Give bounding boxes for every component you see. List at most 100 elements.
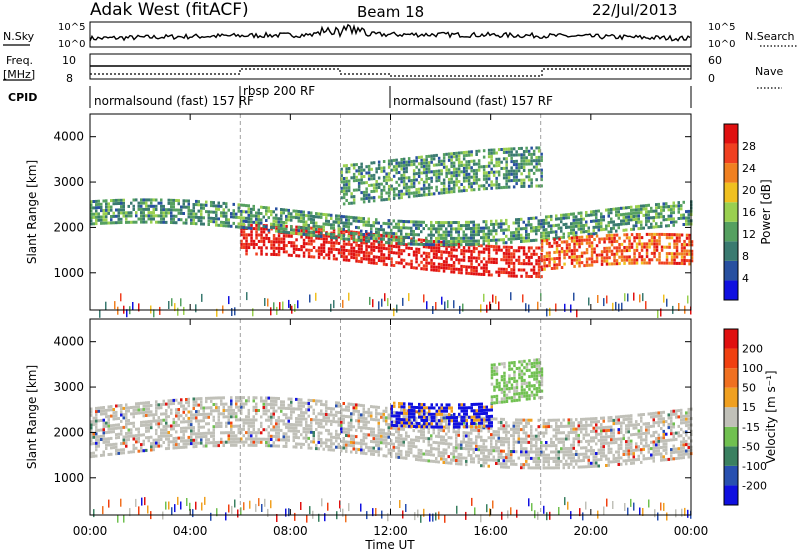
heatmap-cell [125, 217, 128, 221]
heatmap-cell [660, 261, 664, 265]
heatmap-cell [527, 220, 530, 224]
heatmap-cell [317, 434, 320, 438]
heatmap-cell [445, 247, 448, 251]
heatmap-cell [637, 220, 640, 224]
heatmap-cell [240, 418, 243, 422]
heatmap-cell [392, 238, 395, 242]
heatmap-cell [485, 445, 488, 449]
heatmap-cell [550, 257, 554, 261]
heatmap-cell [430, 170, 433, 174]
heatmap-cell [305, 439, 308, 443]
heatmap-cell [462, 303, 464, 312]
heatmap-cell [327, 432, 330, 436]
heatmap-cell [600, 212, 603, 216]
heatmap-cell [628, 258, 631, 262]
heatmap-cell [422, 168, 426, 171]
heatmap-cell [608, 237, 611, 241]
heatmap-cell [580, 235, 584, 239]
heatmap-cell [441, 296, 443, 305]
heatmap-cell [610, 233, 614, 237]
heatmap-cell [570, 304, 572, 313]
heatmap-cell [317, 399, 320, 403]
heatmap-cell [550, 218, 553, 222]
heatmap-cell [580, 224, 583, 228]
heatmap-cell [340, 170, 343, 174]
heatmap-cell [355, 216, 358, 220]
heatmap-cell [202, 431, 205, 435]
heatmap-cell [472, 230, 475, 234]
heatmap-cell [225, 421, 228, 425]
heatmap-cell [425, 452, 428, 456]
heatmap-cell [590, 241, 594, 245]
heatmap-cell [407, 262, 411, 266]
heatmap-cell [640, 204, 643, 208]
heatmap-cell [465, 440, 468, 444]
heatmap-cell [352, 441, 355, 445]
heatmap-cell [332, 420, 335, 424]
heatmap-cell [222, 221, 225, 224]
heatmap-cell [400, 167, 403, 171]
heatmap-cell [215, 409, 218, 413]
heatmap-cell [420, 158, 423, 162]
heatmap-cell [395, 164, 398, 168]
heatmap-cell [525, 226, 528, 230]
heatmap-cell [422, 433, 425, 437]
heatmap-cell [225, 218, 228, 221]
heatmap-cell [315, 415, 318, 419]
heatmap-cell [450, 254, 453, 258]
heatmap-cell [475, 428, 478, 432]
heatmap-cell [507, 150, 511, 154]
heatmap-cell [152, 413, 155, 417]
heatmap-cell [487, 254, 491, 258]
heatmap-cell [267, 418, 270, 422]
heatmap-cell [405, 170, 408, 174]
heatmap-cell [540, 242, 544, 246]
heatmap-cell [347, 443, 350, 447]
heatmap-cell [377, 163, 381, 167]
heatmap-cell [282, 422, 285, 426]
heatmap-cell [332, 407, 335, 411]
heatmap-cell [420, 417, 423, 421]
heatmap-cell [465, 447, 468, 451]
heatmap-cell [467, 437, 470, 441]
heatmap-cell [152, 198, 155, 202]
heatmap-cell [317, 225, 320, 229]
heatmap-cell [90, 206, 93, 210]
heatmap-cell [360, 247, 363, 251]
heatmap-cell [202, 409, 205, 413]
heatmap-cell [590, 260, 594, 264]
heatmap-cell [572, 231, 575, 235]
heatmap-cell [365, 165, 368, 169]
heatmap-cell [582, 217, 585, 221]
heatmap-cell [590, 254, 594, 257]
heatmap-cell [265, 396, 268, 400]
heatmap-cell [100, 453, 103, 457]
heatmap-cell [670, 208, 673, 212]
heatmap-cell [585, 235, 589, 239]
heatmap-cell [685, 216, 688, 220]
heatmap-cell [477, 184, 481, 188]
heatmap-cell [660, 215, 663, 219]
heatmap-cell [365, 196, 368, 200]
heatmap-cell [217, 444, 220, 448]
heatmap-cell [357, 441, 360, 445]
heatmap-cell [502, 238, 505, 242]
heatmap-cell [387, 222, 390, 226]
heatmap-cell [365, 193, 368, 197]
heatmap-cell [312, 431, 315, 434]
heatmap-cell [520, 181, 523, 185]
heatmap-cell [372, 245, 376, 249]
heatmap-cell [287, 403, 290, 407]
heatmap-cell [182, 199, 185, 203]
heatmap-cell [315, 421, 318, 425]
heatmap-cell [140, 449, 143, 453]
heatmap-cell [312, 218, 315, 222]
heatmap-cell [550, 214, 553, 218]
heatmap-cell [320, 441, 323, 445]
heatmap-cell [277, 234, 281, 238]
heatmap-cell [150, 211, 153, 215]
heatmap-cell [425, 261, 428, 265]
heatmap-cell [415, 233, 418, 237]
heatmap-cell [595, 260, 599, 264]
heatmap-cell [302, 238, 306, 242]
